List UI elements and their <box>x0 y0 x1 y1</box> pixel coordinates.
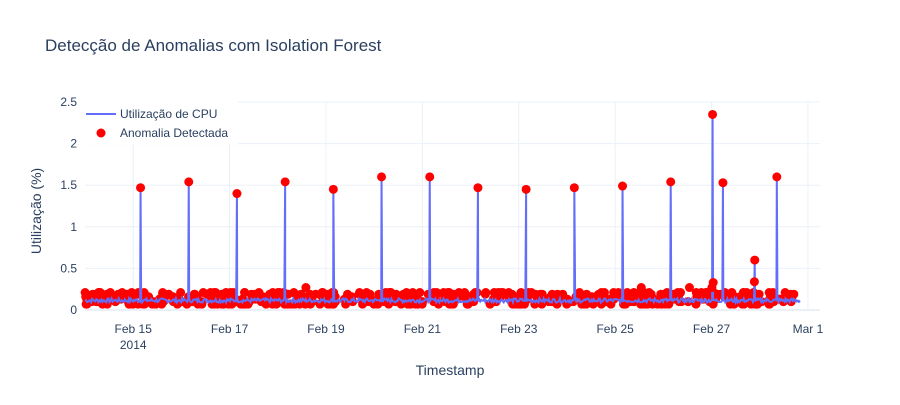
x-tick-label: Feb 15 <box>115 322 153 336</box>
anomaly-band-marker <box>530 289 540 299</box>
y-tick-label: 0.5 <box>60 261 77 275</box>
x-tick-label: Feb 27 <box>693 322 731 336</box>
anomaly-marker[interactable] <box>666 177 676 187</box>
x-tick-label: Feb 21 <box>404 322 442 336</box>
anomaly-marker[interactable] <box>569 183 579 193</box>
anomaly-band-marker <box>88 289 98 299</box>
anomaly-band-marker <box>291 289 301 299</box>
chart-title: Detecção de Anomalias com Isolation Fore… <box>45 36 382 55</box>
anomaly-band-marker <box>789 289 799 299</box>
anomaly-marker[interactable] <box>521 184 531 194</box>
x-tick-label: Feb 25 <box>596 322 634 336</box>
x-tick-label: Feb 23 <box>500 322 538 336</box>
anomaly-band-marker <box>432 289 442 299</box>
anomaly-band-marker <box>517 299 527 309</box>
anomaly-band-marker <box>547 289 557 299</box>
anomaly-band-layer <box>80 288 799 309</box>
anomaly-band-marker <box>460 288 470 298</box>
legend-background <box>80 100 238 144</box>
anomaly-marker[interactable] <box>184 177 194 187</box>
anomaly-band-marker <box>622 288 632 298</box>
anomaly-band-marker <box>480 289 490 299</box>
anomaly-band-marker <box>254 289 264 299</box>
anomaly-marker[interactable] <box>473 183 483 193</box>
anomaly-marker[interactable] <box>377 172 387 182</box>
anomaly-band-marker <box>632 289 642 299</box>
anomaly-band-marker <box>80 288 90 298</box>
x-axis-title: Timestamp <box>416 362 485 378</box>
anomaly-band-marker <box>646 289 656 299</box>
x-tick-label: Mar 1 <box>793 322 824 336</box>
y-tick-label: 2 <box>70 137 77 151</box>
anomaly-band-marker <box>391 289 401 299</box>
anomaly-band-marker <box>211 288 221 298</box>
anomaly-marker[interactable] <box>749 277 759 287</box>
anomaly-marker-layer <box>136 109 782 293</box>
x-tick-year-label: 2014 <box>120 338 147 352</box>
anomaly-marker[interactable] <box>328 184 338 194</box>
anomaly-band-marker <box>246 289 256 299</box>
legend-label-cpu: Utilização de CPU <box>120 107 217 121</box>
anomaly-band-marker <box>752 299 762 309</box>
anomaly-marker[interactable] <box>232 189 242 199</box>
anomaly-band-marker <box>507 289 517 299</box>
anomaly-band-marker <box>439 288 449 298</box>
y-tick-label: 0 <box>70 303 77 317</box>
anomaly-band-marker <box>311 289 321 299</box>
legend-label-anomaly: Anomalia Detectada <box>120 126 228 140</box>
anomaly-marker[interactable] <box>618 181 628 191</box>
anomaly-band-marker <box>408 288 418 298</box>
anomaly-marker[interactable] <box>425 172 435 182</box>
anomaly-marker[interactable] <box>636 283 646 293</box>
legend-marker-swatch <box>96 128 106 138</box>
anomaly-band-marker <box>613 288 623 298</box>
anomaly-band-marker <box>189 289 199 299</box>
anomaly-marker[interactable] <box>301 283 311 293</box>
anomaly-marker[interactable] <box>772 172 782 182</box>
grid-layer <box>85 101 820 311</box>
anomaly-band-marker <box>738 288 748 298</box>
x-tick-label: Feb 17 <box>211 322 249 336</box>
legend-item-cpu[interactable]: Utilização de CPU <box>86 107 217 121</box>
legend[interactable]: Utilização de CPU Anomalia Detectada <box>80 100 238 144</box>
cpu-utilization-line <box>84 114 801 306</box>
anomaly-marker[interactable] <box>708 109 718 119</box>
y-tick-label: 1 <box>70 220 77 234</box>
cpu-line-layer <box>84 114 801 306</box>
anomaly-band-marker <box>575 288 585 298</box>
anomaly-marker[interactable] <box>718 178 728 188</box>
anomaly-band-marker <box>198 288 208 298</box>
anomaly-marker[interactable] <box>136 183 146 193</box>
anomaly-band-marker <box>696 288 706 298</box>
anomaly-band-marker <box>768 288 778 298</box>
x-tick-label: Feb 19 <box>307 322 345 336</box>
y-tick-label: 1.5 <box>60 178 77 192</box>
anomaly-marker[interactable] <box>684 283 694 293</box>
axis-layer: 0 0.5 1 1.5 2 2.5 Feb 15 2014 Feb 17 Feb 19 Feb 21… <box>60 95 823 352</box>
anomaly-marker[interactable] <box>750 255 760 265</box>
anomaly-marker[interactable] <box>707 283 717 293</box>
legend-item-anomaly[interactable]: Anomalia Detectada <box>96 126 229 140</box>
y-tick-label: 2.5 <box>60 95 77 109</box>
anomaly-band-marker <box>398 289 408 299</box>
anomaly-band-marker <box>449 289 459 299</box>
y-axis-title: Utilização (%) <box>28 168 44 254</box>
anomaly-band-marker <box>82 299 92 309</box>
anomaly-marker[interactable] <box>280 177 290 187</box>
